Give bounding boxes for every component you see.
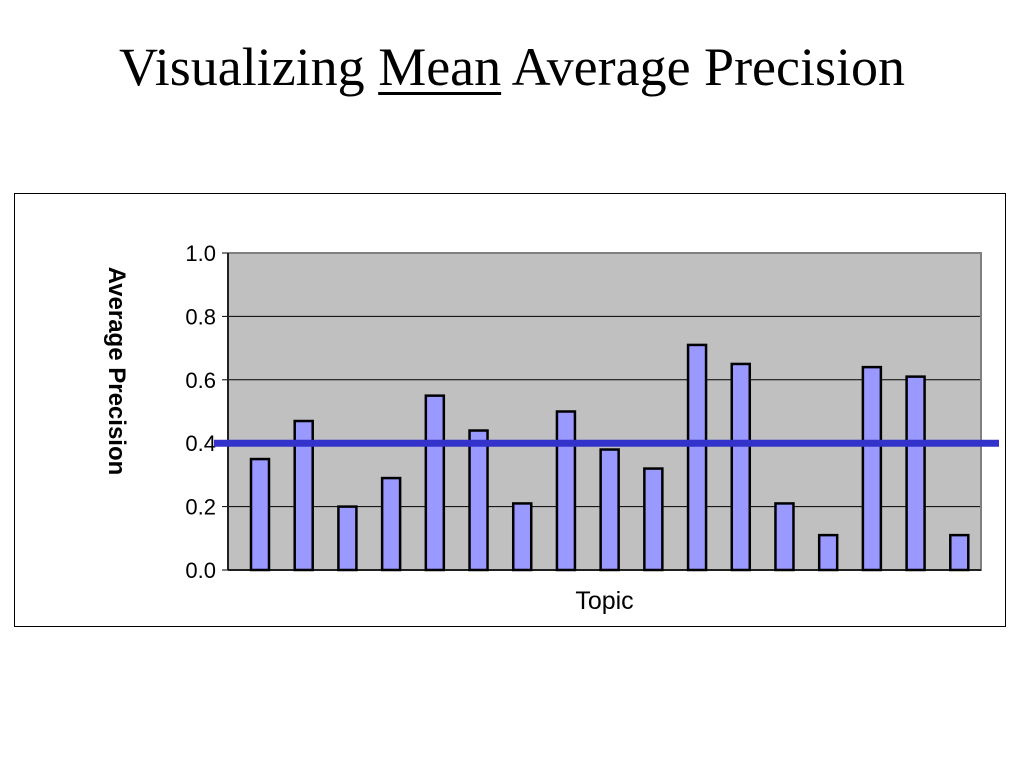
y-tick-label: 0.6 (185, 368, 216, 393)
bar (249, 457, 271, 572)
bar (949, 533, 970, 572)
y-axis-title: Average Precision (103, 267, 130, 476)
title-suffix: Average Precision (501, 37, 906, 97)
y-tick-label: 0.8 (185, 304, 216, 329)
bar (380, 476, 402, 572)
bar (293, 419, 314, 572)
bar (730, 362, 752, 572)
bar (424, 394, 446, 572)
y-tick-label: 0.4 (185, 431, 216, 456)
bar (599, 448, 620, 572)
bar (817, 533, 839, 572)
y-tick-label: 0.2 (185, 495, 216, 520)
bar (905, 375, 926, 572)
bar (468, 429, 489, 572)
bar-chart: 0.0 0.2 0.4 0.6 0.8 1.0 Topic Average Precision (103, 241, 999, 615)
title-emphasis: Mean (378, 37, 502, 97)
bar (511, 502, 533, 572)
bar (861, 365, 883, 572)
y-tick-label: 1.0 (185, 241, 216, 266)
slide-title: Visualizing Mean Average Precision (0, 32, 1024, 102)
bar (686, 343, 708, 572)
y-tick-label: 0.0 (185, 558, 216, 583)
chart-container: 0.0 0.2 0.4 0.6 0.8 1.0 Topic Average Precision (14, 193, 1006, 627)
x-axis-title: Topic (575, 587, 633, 615)
bar (337, 505, 358, 572)
bar (643, 467, 664, 572)
bar (774, 502, 795, 572)
title-prefix: Visualizing (118, 37, 379, 97)
bar (555, 410, 577, 572)
